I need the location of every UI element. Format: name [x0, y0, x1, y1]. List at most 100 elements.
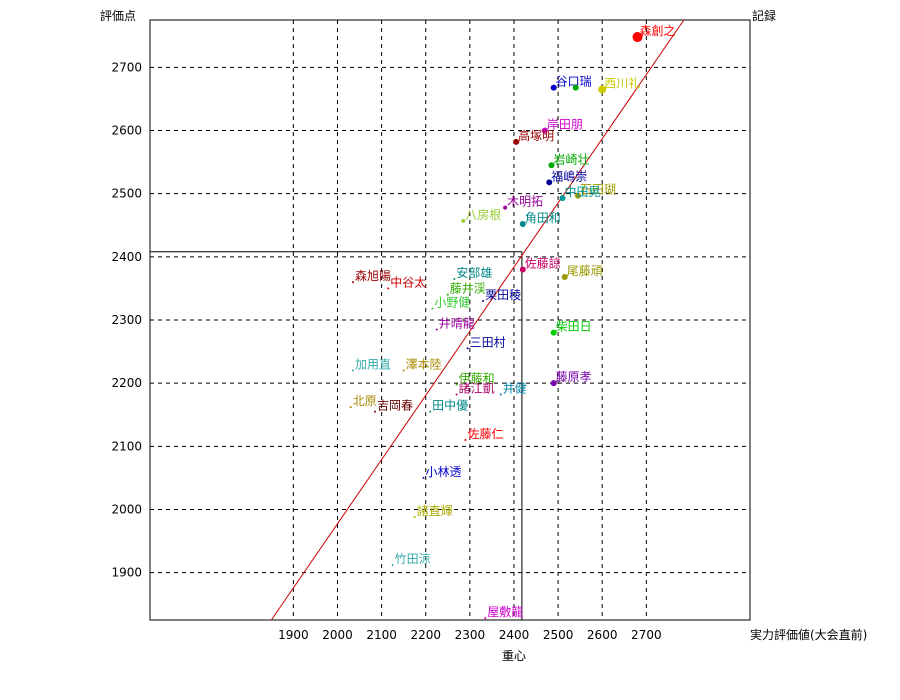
- x-axis-label-right: 実力評価値(大会直前): [750, 627, 867, 642]
- point-label: 伊藤和: [459, 371, 495, 385]
- x-tick-label: 2200: [410, 628, 441, 642]
- data-point: [391, 564, 394, 567]
- point-label: 西川礼: [604, 75, 640, 90]
- diagonal-reference-line: [270, 19, 685, 621]
- data-point: [548, 162, 555, 169]
- data-point: [550, 380, 557, 387]
- data-point: [572, 84, 579, 91]
- y-axis-label-left: 評価点: [100, 8, 136, 23]
- y-axis-label-right: 記録: [752, 8, 776, 23]
- x-tick-label: 2500: [543, 628, 574, 642]
- plot-frame: [149, 19, 751, 621]
- data-point: [374, 410, 376, 413]
- y-tick-label: 1900: [111, 566, 142, 580]
- data-point: [484, 617, 487, 620]
- point-label: 藤井渓: [450, 282, 486, 296]
- y-tick-label: 2400: [111, 250, 142, 264]
- data-point: [598, 85, 607, 94]
- data-point: [422, 476, 425, 479]
- point-label: 森創之: [640, 23, 676, 38]
- point-label: 柴田日: [556, 320, 592, 334]
- point-label: 吉岡春: [377, 399, 413, 413]
- point-label: 井晴龍: [439, 315, 475, 330]
- data-point: [431, 307, 434, 310]
- data-point: [632, 32, 643, 43]
- point-label: 井健: [503, 382, 527, 396]
- data-point: [519, 221, 526, 227]
- data-point: [351, 281, 354, 284]
- x-tick-label: 2000: [322, 628, 353, 642]
- data-point: [351, 369, 354, 372]
- point-label: 田中優: [432, 398, 468, 413]
- data-point: [466, 347, 469, 350]
- data-point: [559, 195, 566, 202]
- point-label: 三田村: [470, 335, 506, 349]
- y-tick-label: 2200: [111, 376, 142, 390]
- point-label: 高塚明: [518, 128, 554, 143]
- x-tick-labels: 1900 2000 2100 2200 2300 2400 2500 2600 2700: [278, 628, 661, 642]
- x-tick-label: 2100: [366, 628, 397, 642]
- point-label: 石田瑚: [580, 182, 616, 197]
- point-label: 諸直輝: [417, 503, 453, 518]
- x-axis-label-bottom: 重心: [502, 649, 526, 663]
- y-tick-label: 2100: [111, 439, 142, 453]
- point-label: 加用直: [355, 358, 391, 372]
- data-point: [513, 138, 520, 145]
- data-point: [402, 369, 405, 372]
- data-point: [519, 266, 526, 273]
- x-tick-label: 2300: [455, 628, 486, 642]
- point-label: 木明拓: [507, 195, 543, 209]
- data-point: [387, 287, 390, 290]
- centroid-lines: [150, 251, 523, 620]
- data-point: [550, 329, 557, 336]
- x-tick-label: 2700: [631, 628, 662, 642]
- data-point: [455, 393, 458, 396]
- point-label: 中田晃: [565, 184, 601, 199]
- y-tick-label: 2300: [111, 313, 142, 327]
- point-label: 八房根: [465, 207, 501, 222]
- data-point: [413, 516, 416, 519]
- data-point: [550, 84, 557, 91]
- point-label: 小野健: [434, 296, 470, 310]
- data-point: [574, 192, 581, 199]
- data-point: [499, 393, 502, 396]
- data-point: [482, 300, 485, 303]
- data-point: [455, 383, 458, 386]
- data-point: [541, 127, 548, 134]
- point-label: 角田和: [525, 211, 561, 225]
- point-label: 諸江凱: [459, 381, 495, 396]
- data-point: [349, 406, 352, 409]
- point-label: 岸田朋: [547, 118, 583, 132]
- data-point: [446, 293, 449, 296]
- data-point: [546, 179, 553, 186]
- point-label: 栗田稜: [485, 288, 521, 302]
- point-label: 澤本陸: [406, 358, 442, 372]
- grid-lines: [150, 20, 750, 620]
- point-label: 福嶋崇: [551, 168, 587, 183]
- x-tick-label: 2400: [499, 628, 530, 642]
- data-point: [461, 218, 466, 223]
- x-tick-label: 1900: [278, 628, 309, 642]
- data-point: [503, 205, 508, 210]
- point-label: 藤原孝: [556, 370, 592, 384]
- data-point: [561, 274, 568, 281]
- point-label: 谷口瑞: [556, 75, 592, 89]
- point-label: 尾藤頑: [567, 264, 603, 278]
- data-point: [453, 277, 456, 280]
- y-tick-label: 2600: [111, 124, 142, 138]
- data-point: [464, 439, 467, 441]
- point-label: 小林透: [426, 465, 462, 479]
- point-label: 岩崎壮: [553, 151, 589, 166]
- x-tick-label: 2600: [587, 628, 618, 642]
- point-label: 北原: [353, 394, 377, 408]
- point-label: 佐藤仁: [467, 427, 503, 441]
- point-label: 屋敷龍: [487, 604, 523, 619]
- reference-line: [270, 19, 685, 621]
- data-point: [435, 328, 438, 331]
- point-label: 佐藤諒: [525, 255, 561, 270]
- point-label: 安部雄: [456, 265, 492, 280]
- point-label: 竹田涼: [395, 551, 431, 566]
- data-point: [429, 410, 432, 413]
